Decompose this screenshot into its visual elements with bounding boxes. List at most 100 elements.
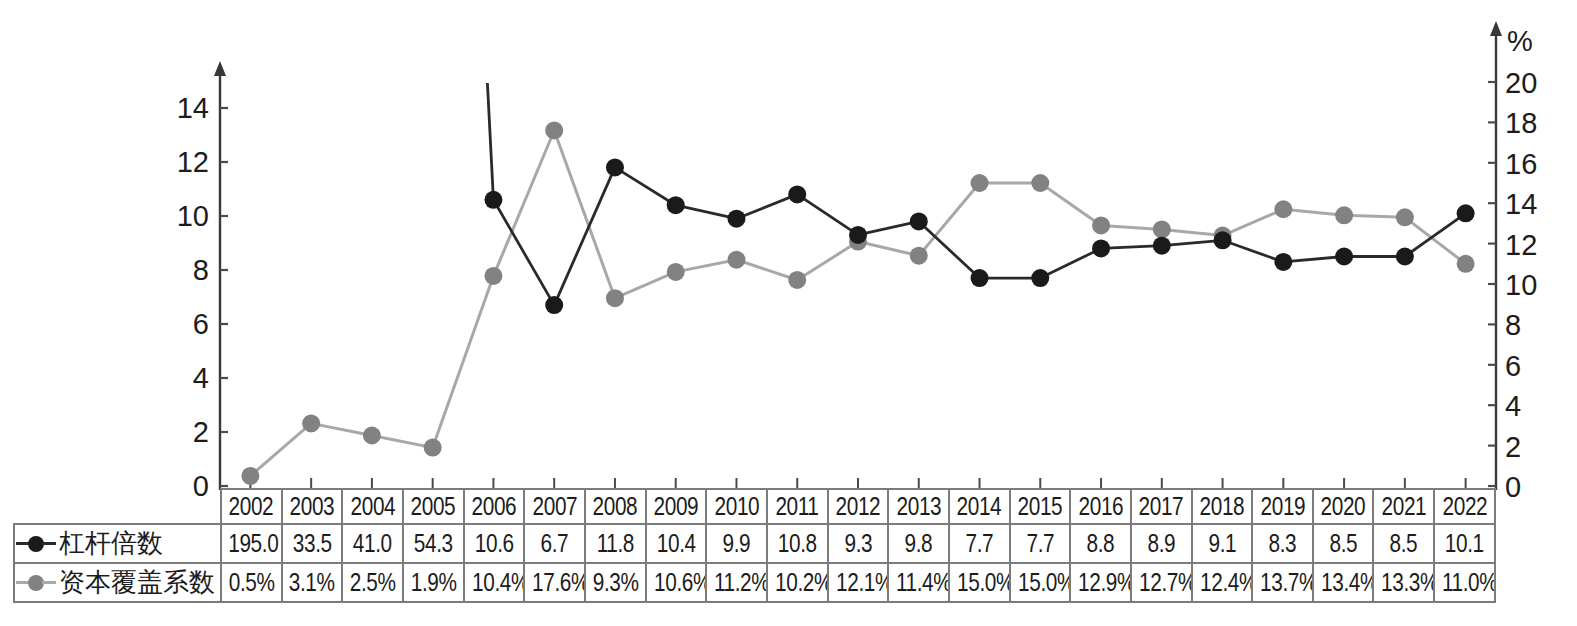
- year-label: 2021: [1381, 491, 1426, 522]
- data-point: [1153, 237, 1171, 255]
- right-axis-tick-label: 0: [1505, 471, 1521, 503]
- value-cell: 33.5: [282, 524, 343, 563]
- data-point: [1335, 206, 1353, 224]
- year-cell: 2007: [524, 489, 585, 524]
- value-cell: 11.8: [585, 524, 646, 563]
- right-axis-tick-label: 14: [1505, 188, 1537, 220]
- value-cell: 13.4%: [1313, 563, 1374, 602]
- left-axis-tick-label: 14: [177, 92, 209, 124]
- value-cell: 9.1: [1192, 524, 1253, 563]
- right-axis-tick-label: 10: [1505, 269, 1537, 301]
- value-label: 15.0%: [1018, 567, 1071, 598]
- left-axis-tick-label: 12: [177, 146, 209, 178]
- data-point: [1457, 204, 1475, 222]
- year-label: 2006: [472, 491, 517, 522]
- data-point: [484, 191, 502, 209]
- left-axis-tick-label: 2: [193, 416, 209, 448]
- legend-cell: 杠杆倍数: [14, 524, 221, 563]
- year-label: 2002: [229, 491, 274, 522]
- data-point: [1274, 200, 1292, 218]
- year-cell: 2002: [221, 489, 282, 524]
- value-cell: 6.7: [524, 524, 585, 563]
- data-point: [1457, 255, 1475, 273]
- value-cell: 8.3: [1252, 524, 1313, 563]
- value-label: 11.8: [597, 528, 634, 559]
- value-cell: 10.1: [1434, 524, 1495, 563]
- data-point: [424, 439, 442, 457]
- right-axis-tick-label: 2: [1505, 431, 1521, 463]
- year-label: 2008: [593, 491, 638, 522]
- value-label: 13.4%: [1321, 567, 1374, 598]
- year-cell: 2004: [342, 489, 403, 524]
- right-axis-tick-label: 8: [1505, 309, 1521, 341]
- left-axis: 02468101214: [177, 61, 228, 502]
- value-cell: 15.0%: [1010, 563, 1071, 602]
- value-cell: 12.9%: [1070, 563, 1131, 602]
- year-label: 2012: [836, 491, 881, 522]
- data-point: [302, 414, 320, 432]
- year-cell: 2006: [464, 489, 525, 524]
- year-cell: 2021: [1373, 489, 1434, 524]
- value-label: 10.4%: [472, 567, 525, 598]
- data-point: [971, 174, 989, 192]
- year-label: 2016: [1078, 491, 1123, 522]
- legend-cell: 资本覆盖系数: [14, 563, 221, 602]
- value-label: 8.8: [1087, 528, 1115, 559]
- right-axis-tick-label: 18: [1505, 107, 1537, 139]
- value-cell: 8.5: [1373, 524, 1434, 563]
- value-label: 8.9: [1147, 528, 1175, 559]
- chart-data-table: 2002200320042005200620072008200920102011…: [13, 488, 1496, 603]
- left-axis-arrow: [214, 61, 226, 76]
- year-cell: 2012: [828, 489, 889, 524]
- data-point: [606, 289, 624, 307]
- data-point: [1396, 248, 1414, 266]
- right-axis-tick-label: 4: [1505, 390, 1521, 422]
- year-row: 2002200320042005200620072008200920102011…: [14, 489, 1495, 524]
- value-cell: 1.9%: [403, 563, 464, 602]
- year-label: 2013: [896, 491, 941, 522]
- right-axis-tick-label: 20: [1505, 67, 1537, 99]
- year-cell: 2016: [1070, 489, 1131, 524]
- value-cell: 10.4: [646, 524, 707, 563]
- value-cell: 12.1%: [828, 563, 889, 602]
- data-point: [727, 251, 745, 269]
- year-cell: 2005: [403, 489, 464, 524]
- value-label: 12.7%: [1139, 567, 1192, 598]
- data-point: [910, 212, 928, 230]
- year-label: 2004: [350, 491, 395, 522]
- series-row: 资本覆盖系数0.5%3.1%2.5%1.9%10.4%17.6%9.3%10.6…: [14, 563, 1495, 602]
- data-point: [606, 158, 624, 176]
- x-axis-ticks: [250, 478, 1465, 488]
- corner-cell: [14, 489, 221, 524]
- value-label: 33.5: [293, 528, 332, 559]
- value-cell: 11.4%: [888, 563, 949, 602]
- series-资本覆盖系数: [241, 121, 1474, 484]
- value-cell: 11.0%: [1434, 563, 1495, 602]
- value-cell: 8.9: [1131, 524, 1192, 563]
- data-point: [1031, 269, 1049, 287]
- value-label: 8.5: [1329, 528, 1357, 559]
- data-point: [1031, 174, 1049, 192]
- value-label: 0.5%: [228, 567, 274, 598]
- value-label: 3.1%: [289, 567, 335, 598]
- value-label: 11.2%: [714, 567, 767, 598]
- year-cell: 2018: [1192, 489, 1253, 524]
- data-point: [545, 296, 563, 314]
- value-label: 9.3: [844, 528, 872, 559]
- value-cell: 12.7%: [1131, 563, 1192, 602]
- year-label: 2010: [714, 491, 759, 522]
- year-label: 2020: [1321, 491, 1366, 522]
- data-point: [667, 263, 685, 281]
- value-cell: 9.9: [706, 524, 767, 563]
- value-label: 9.1: [1208, 528, 1236, 559]
- legend-label: 资本覆盖系数: [59, 565, 215, 600]
- data-point: [667, 196, 685, 214]
- year-cell: 2014: [949, 489, 1010, 524]
- data-point: [788, 185, 806, 203]
- right-axis-tick-label: 6: [1505, 350, 1521, 382]
- value-label: 17.6%: [532, 567, 585, 598]
- legend-line-icon: [42, 542, 56, 545]
- value-label: 10.2%: [775, 567, 828, 598]
- value-label: 195.0: [228, 528, 278, 559]
- left-axis-tick-label: 8: [193, 254, 209, 286]
